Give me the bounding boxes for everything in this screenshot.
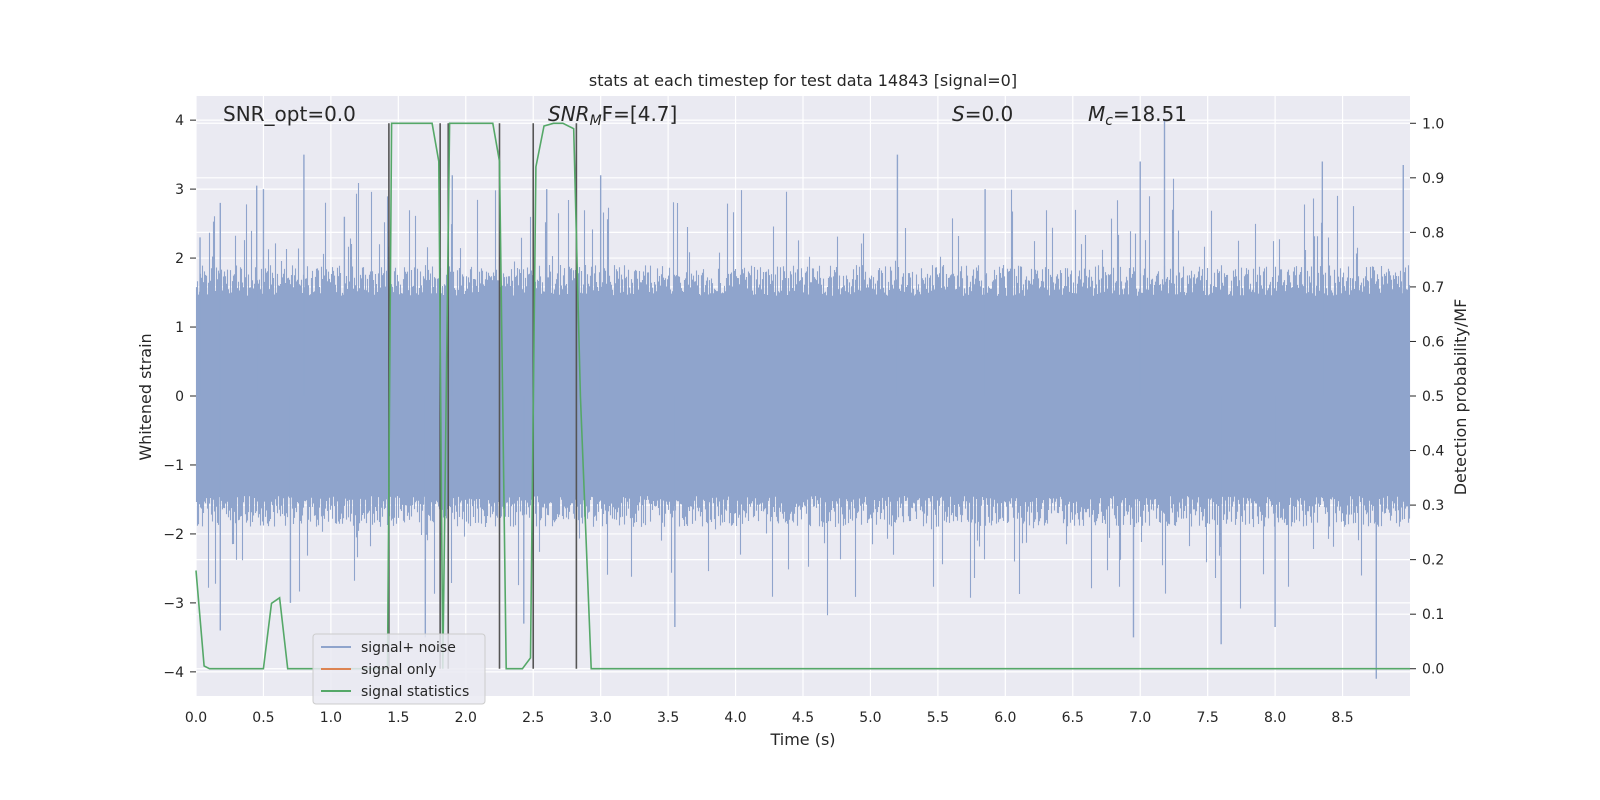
y-right-tick-label: 1.0: [1422, 116, 1444, 132]
y-left-tick-label: 1: [175, 320, 184, 336]
annotation-snr-opt: SNR_opt=0.0: [223, 102, 356, 126]
annotation-mc-sub: c: [1105, 113, 1113, 129]
x-tick-label: 2.0: [455, 710, 477, 726]
annotation-s: S=0.0: [952, 102, 1013, 126]
legend-label-stats: signal statistics: [361, 684, 469, 700]
x-tick-label: 8.5: [1331, 710, 1353, 726]
chart-title: stats at each timestep for test data 148…: [589, 71, 1017, 90]
x-tick-label: 7.0: [1129, 710, 1151, 726]
annotation-snr-mf-sub: M: [590, 113, 602, 129]
y-left-tick-label: 4: [175, 113, 184, 129]
annotation-s-rest: =0.0: [965, 102, 1014, 126]
x-tick-label: 5.5: [927, 710, 949, 726]
y-right-tick-label: 0.9: [1422, 171, 1444, 187]
y-left-tick-label: 0: [175, 389, 184, 405]
y-left-tick-label: 2: [175, 251, 184, 267]
x-tick-label: 0.5: [252, 710, 274, 726]
annotation-s-main: S: [952, 102, 965, 126]
y-left-tick-label: 3: [175, 182, 184, 198]
y-left-tick-label: −1: [163, 458, 184, 474]
y-axis-label-left: Whitened strain: [136, 333, 155, 460]
y-right-tick-label: 0.5: [1422, 389, 1444, 405]
annotation-mc: Mc=18.51: [1088, 102, 1187, 129]
y-right-tick-label: 0.1: [1422, 607, 1444, 623]
x-tick-label: 3.5: [657, 710, 679, 726]
x-axis-label: Time (s): [769, 730, 835, 749]
annotation-snr-mf-main: SNR: [548, 102, 590, 126]
noise-series: [195, 120, 1411, 679]
x-tick-label: 6.0: [994, 710, 1016, 726]
legend: signal+ noise signal only signal statist…: [312, 633, 486, 705]
y-right-tick-label: 0.4: [1422, 444, 1444, 460]
y-right-tick-label: 0.0: [1422, 662, 1444, 678]
legend-label-noise: signal+ noise: [361, 640, 456, 656]
legend-label-signal: signal only: [361, 662, 436, 678]
y-right-tick-label: 0.2: [1422, 553, 1444, 569]
x-tick-label: 4.5: [792, 710, 814, 726]
y-left-tick-labels: 4 3 2 1 0 −1 −2 −3 −4: [163, 113, 196, 681]
y-left-tick-label: −3: [163, 596, 184, 612]
x-tick-label: 1.0: [320, 710, 342, 726]
legend-box: [312, 633, 486, 705]
annotation-mc-rest: =18.51: [1113, 102, 1187, 126]
x-tick-label: 8.0: [1264, 710, 1286, 726]
y-right-tick-label: 0.8: [1422, 225, 1444, 241]
annotation-mc-main: M: [1088, 102, 1105, 126]
y-right-tick-label: 0.3: [1422, 498, 1444, 514]
y-axis-label-right: Detection probability/MF: [1451, 299, 1470, 496]
x-tick-label: 1.5: [387, 710, 409, 726]
y-right-tick-label: 0.7: [1422, 280, 1444, 296]
x-tick-label: 0.0: [185, 710, 207, 726]
x-tick-labels: 0.0 0.5 1.0 1.5 2.0 2.5 3.0 3.5 4.0 4.5 5.0 5.5 6.0 6…: [185, 710, 1354, 726]
y-left-tick-label: −2: [163, 527, 184, 543]
signal-statistics-line: [195, 122, 1410, 670]
y-left-tick-label: −4: [163, 665, 184, 681]
y-right-tick-label: 0.6: [1422, 334, 1444, 350]
x-tick-label: 2.5: [522, 710, 544, 726]
x-tick-label: 7.5: [1197, 710, 1219, 726]
y-right-tick-labels: 1.0 0.9 0.8 0.7 0.6 0.5 0.4 0.3 0.2 0.1 0.0: [1410, 116, 1444, 678]
x-tick-label: 5.0: [859, 710, 881, 726]
x-tick-label: 4.0: [724, 710, 746, 726]
x-tick-label: 3.0: [590, 710, 612, 726]
x-tick-label: 6.5: [1062, 710, 1084, 726]
annotation-snr-mf: SNRMF=[4.7]: [548, 102, 677, 129]
annotation-snr-mf-rest: F=[4.7]: [602, 102, 678, 126]
